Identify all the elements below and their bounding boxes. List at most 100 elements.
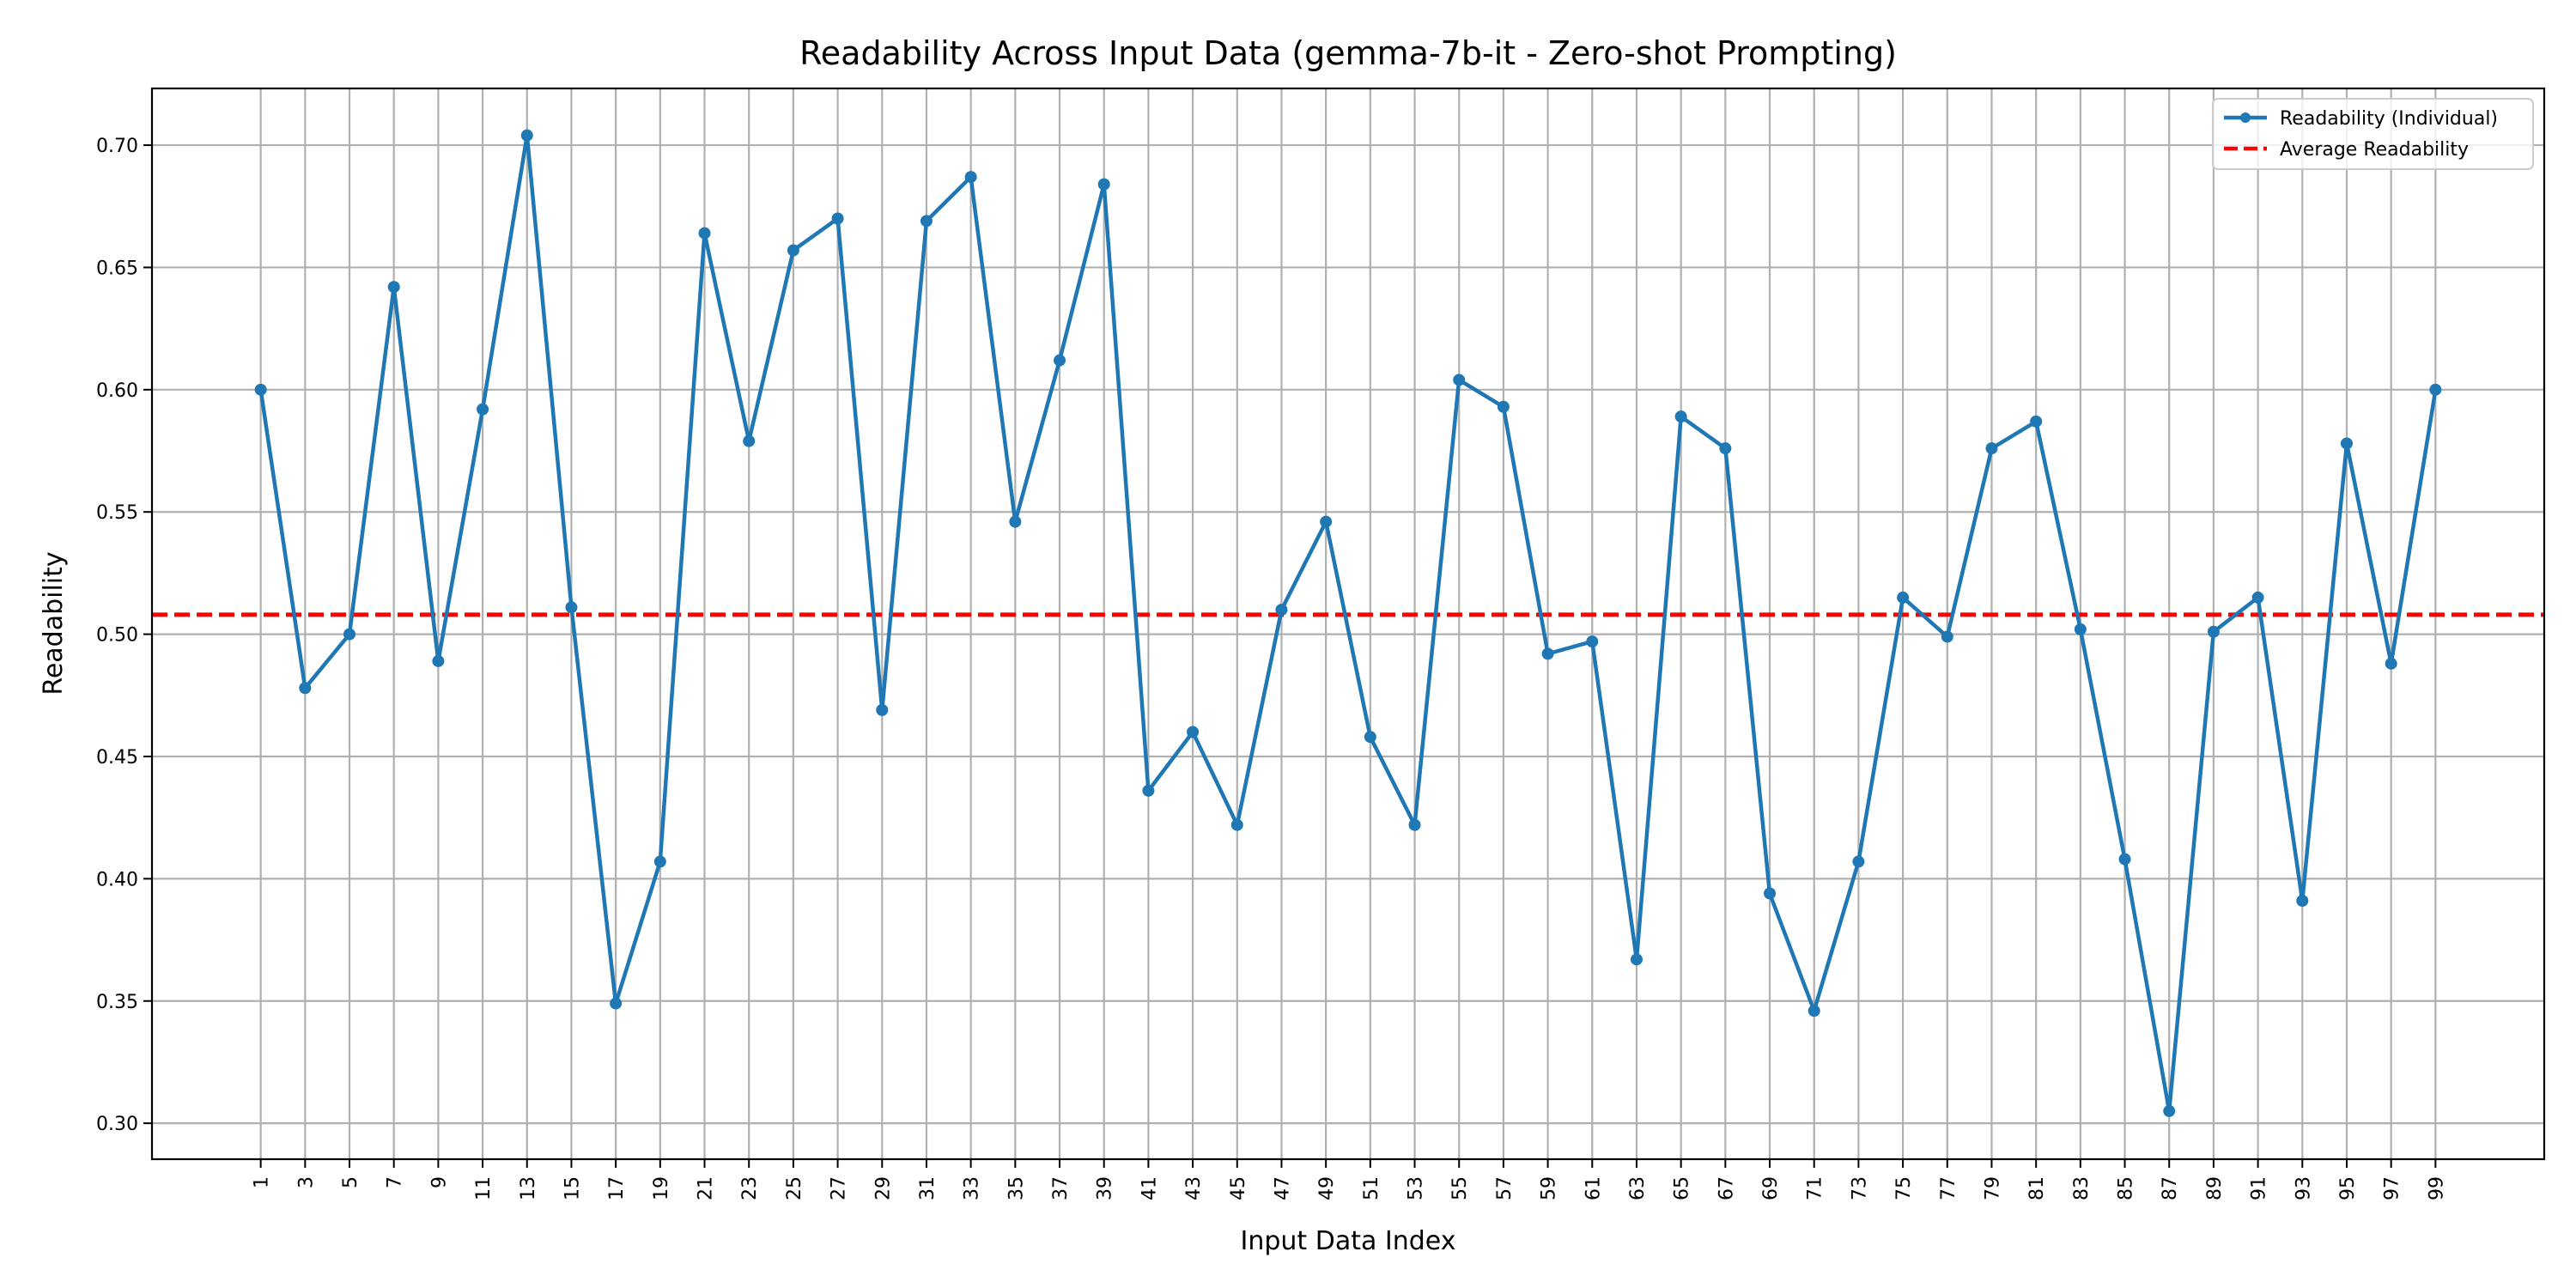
readability-point	[1674, 410, 1687, 423]
x-tick-label: 41	[1139, 1176, 1160, 1200]
readability-point	[831, 212, 844, 225]
readability-point	[2296, 895, 2309, 907]
x-tick-label: 31	[917, 1176, 939, 1200]
x-tick-label: 51	[1361, 1176, 1382, 1200]
y-tick-label: 0.40	[96, 869, 138, 890]
legend-box	[2212, 98, 2534, 170]
readability-point	[1275, 604, 1288, 617]
readability-point	[610, 997, 623, 1010]
x-tick-label: 63	[1627, 1176, 1649, 1200]
x-tick-label: 81	[2026, 1176, 2048, 1200]
readability-point	[1453, 374, 1466, 386]
y-axis-label: Readability	[39, 551, 69, 695]
y-tick-label: 0.60	[96, 380, 138, 402]
readability-point	[920, 215, 933, 228]
x-tick-label: 57	[1494, 1176, 1516, 1200]
readability-point	[520, 129, 533, 142]
legend-label-individual: Readability (Individual)	[2280, 108, 2498, 130]
readability-point	[698, 227, 711, 240]
x-tick-label: 15	[562, 1176, 583, 1200]
x-tick-label: 19	[651, 1176, 672, 1200]
legend-marker-individual	[2240, 112, 2251, 123]
readability-point	[1497, 400, 1510, 413]
readability-point	[2030, 415, 2043, 428]
readability-point	[1187, 726, 1200, 738]
x-tick-label: 21	[696, 1176, 717, 1200]
x-tick-label: 1	[252, 1176, 273, 1188]
x-tick-label: 69	[1760, 1176, 1782, 1200]
readability-point	[2163, 1104, 2176, 1117]
readability-point	[477, 403, 489, 416]
readability-point	[1408, 818, 1421, 831]
readability-point	[299, 682, 312, 695]
x-tick-label: 9	[428, 1176, 450, 1188]
x-tick-label: 61	[1583, 1176, 1604, 1200]
readability-point	[1985, 442, 1998, 455]
readability-point	[2385, 657, 2397, 670]
x-tick-label: 97	[2382, 1176, 2403, 1200]
x-tick-label: 23	[739, 1176, 761, 1200]
ticks: 1 3 5 7 9 11 13 15 17 19 21 23 25 27 29 31 33 35 37 39 41 43 4…	[96, 136, 2447, 1200]
legend-label-average: Average Readability	[2280, 139, 2469, 161]
x-tick-label: 67	[1716, 1176, 1737, 1200]
x-tick-label: 29	[872, 1176, 894, 1200]
grid	[152, 88, 2544, 1159]
readability-point	[2074, 623, 2087, 635]
x-tick-label: 77	[1938, 1176, 1959, 1200]
readability-point	[1230, 818, 1243, 831]
x-tick-label: 37	[1050, 1176, 1072, 1200]
readability-point	[1097, 178, 1110, 191]
x-tick-label: 73	[1849, 1176, 1870, 1200]
y-tick-label: 0.45	[96, 747, 138, 769]
readability-point	[2118, 853, 2131, 866]
x-tick-label: 65	[1672, 1176, 1693, 1200]
x-tick-label: 7	[385, 1176, 406, 1188]
y-tick-label: 0.35	[96, 992, 138, 1013]
readability-point	[1586, 635, 1599, 648]
y-tick-label: 0.50	[96, 625, 138, 647]
readability-point	[1054, 354, 1066, 367]
readability-point	[432, 654, 445, 667]
readability-point	[1941, 630, 1953, 643]
readability-point	[2340, 437, 2353, 450]
readability-point	[653, 855, 666, 868]
readability-point	[1764, 887, 1777, 900]
x-tick-label: 89	[2204, 1176, 2226, 1200]
x-tick-label: 25	[784, 1176, 805, 1200]
x-tick-label: 43	[1183, 1176, 1205, 1200]
x-tick-label: 91	[2249, 1176, 2270, 1200]
x-tick-label: 45	[1228, 1176, 1249, 1200]
x-tick-label: 5	[340, 1176, 361, 1188]
y-tick-label: 0.70	[96, 136, 138, 157]
x-tick-label: 27	[829, 1176, 850, 1200]
x-tick-label: 85	[2116, 1176, 2137, 1200]
readability-point	[343, 628, 356, 641]
readability-point	[254, 383, 267, 396]
readability-point	[387, 281, 400, 294]
x-tick-label: 71	[1805, 1176, 1826, 1200]
readability-point	[1630, 953, 1643, 966]
readability-point	[1364, 731, 1376, 744]
x-tick-label: 83	[2071, 1176, 2093, 1200]
x-tick-label: 39	[1095, 1176, 1116, 1200]
readability-point	[1320, 515, 1333, 528]
y-tick-label: 0.65	[96, 258, 138, 279]
x-tick-label: 35	[1005, 1176, 1027, 1200]
series-layer	[254, 129, 2442, 1117]
x-tick-label: 11	[473, 1176, 495, 1200]
readability-point	[2207, 625, 2220, 638]
x-axis-label: Input Data Index	[1241, 1226, 1456, 1256]
x-tick-label: 55	[1449, 1176, 1471, 1200]
readability-point	[743, 434, 756, 447]
y-tick-label: 0.55	[96, 502, 138, 524]
readability-point	[1142, 784, 1155, 797]
x-tick-label: 93	[2293, 1176, 2314, 1200]
readability-point	[876, 703, 889, 716]
x-tick-label: 13	[518, 1176, 539, 1200]
plot-frame	[150, 87, 2546, 1161]
readability-point	[1897, 591, 1910, 604]
legend: Readability (Individual) Average Readabi…	[2212, 98, 2534, 170]
readability-point	[2429, 383, 2442, 396]
